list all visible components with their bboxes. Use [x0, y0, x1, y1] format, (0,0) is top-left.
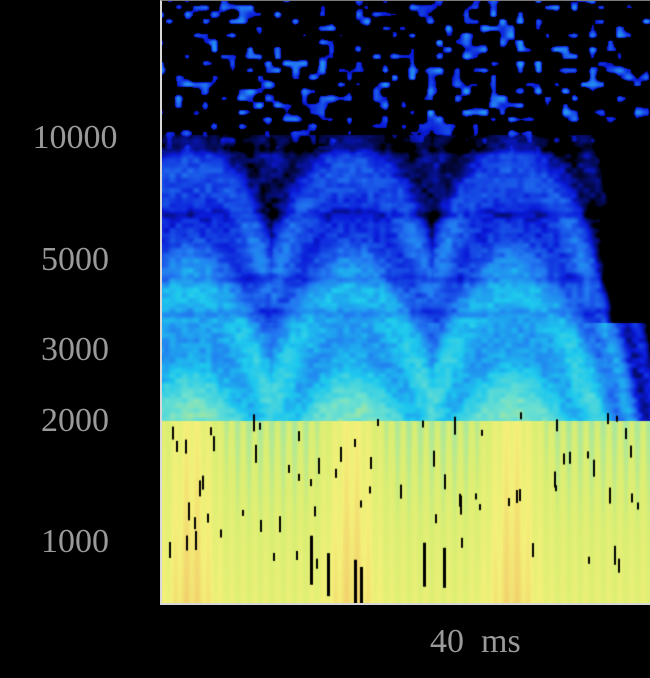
y-tick-label: 3000 — [41, 330, 109, 368]
x-axis-label: 40 ms — [430, 623, 521, 660]
y-tick-label: 5000 — [41, 240, 109, 278]
y-tick-label: 2000 — [41, 401, 109, 439]
y-tick-label: 1000 — [41, 523, 109, 561]
spectrogram-plot — [160, 0, 650, 605]
y-tick-label: 10000 — [32, 119, 118, 157]
